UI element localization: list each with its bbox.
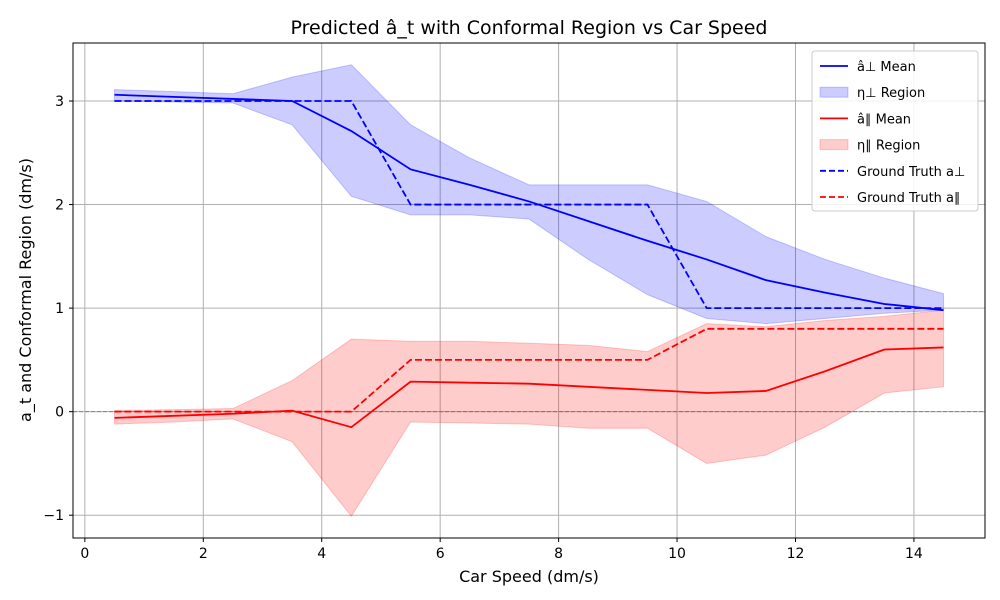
conformal-bands <box>113 64 945 518</box>
y-axis-label: a_t and Conformal Region (dm/s) <box>16 158 36 422</box>
series-lines <box>114 93 944 429</box>
x-tick-label: 12 <box>787 546 805 562</box>
band-par <box>113 309 945 518</box>
legend-entry-label: η∥ Region <box>857 139 920 154</box>
x-tick-label: 14 <box>905 546 923 562</box>
legend-entry-label: Ground Truth a⊥ <box>857 165 965 180</box>
axes-border <box>72 42 986 539</box>
x-tick-label: 6 <box>436 546 445 562</box>
x-tick-label: 2 <box>199 546 208 562</box>
axes-frame <box>72 42 986 539</box>
legend-entry-label: Ground Truth a∥ <box>857 191 961 206</box>
legend-swatch <box>819 86 849 98</box>
legend-box <box>811 50 979 212</box>
legend: â⊥ Mean η⊥ Region â∥ Mean η∥ Region Ground T… <box>811 50 979 212</box>
chart-title: Predicted â_t with Conformal Region vs C… <box>291 17 768 39</box>
x-tick-label: 8 <box>554 546 563 562</box>
y-tick-label: 1 <box>55 301 64 317</box>
legend-entry-label: â⊥ Mean <box>857 60 916 75</box>
y-tick-label: 0 <box>55 405 64 421</box>
y-tick-label: 2 <box>55 198 64 214</box>
mean-line-perp <box>114 93 944 312</box>
x-tick-label: 10 <box>668 546 686 562</box>
x-tick-label: 0 <box>80 546 89 562</box>
y-tick-label: −1 <box>43 508 64 524</box>
legend-entry-label: â∥ Mean <box>857 112 911 127</box>
mean-line-par <box>114 346 944 429</box>
legend-swatch <box>819 139 849 151</box>
ground-truth-line-perp <box>114 100 944 310</box>
x-axis-label: Car Speed (dm/s) <box>459 567 599 586</box>
ground-truth-line-par <box>114 327 944 413</box>
x-tick-label: 4 <box>317 546 326 562</box>
legend-entry-label: η⊥ Region <box>857 86 925 101</box>
y-tick-label: 3 <box>55 94 64 110</box>
